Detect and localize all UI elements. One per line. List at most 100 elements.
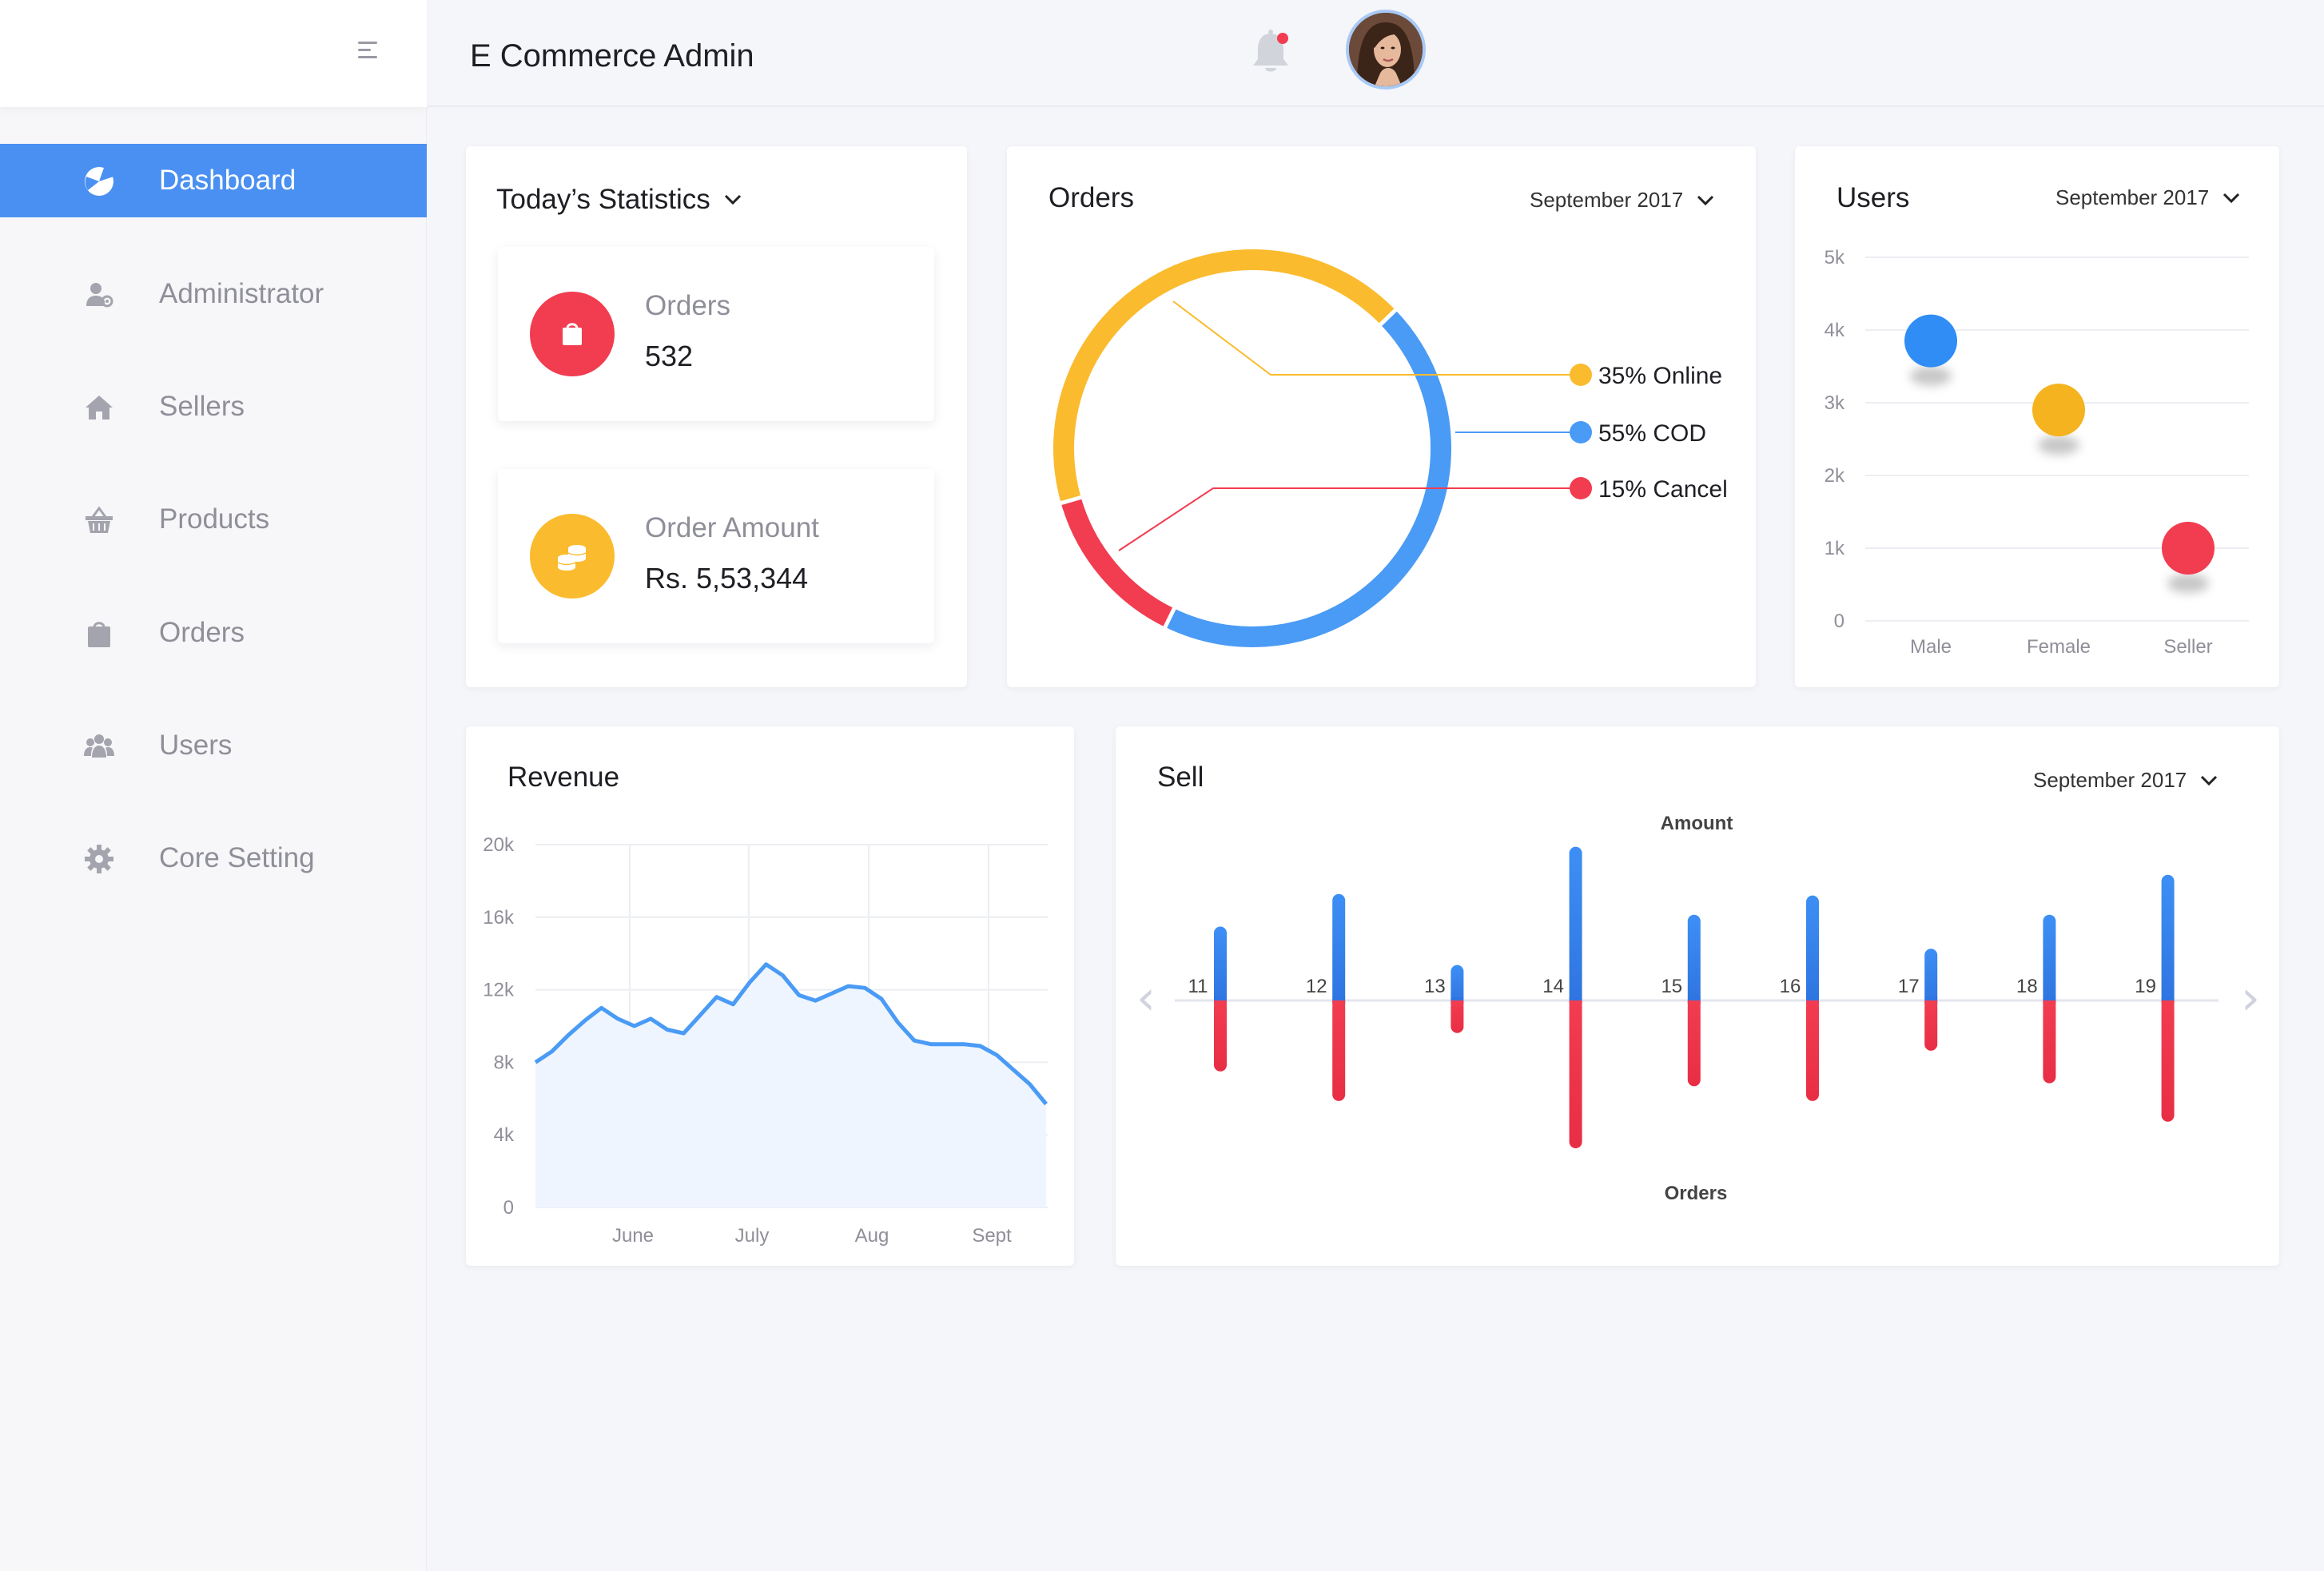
donut-slice xyxy=(1053,249,1396,503)
statistics-dropdown[interactable]: Today’s Statistics xyxy=(496,184,742,216)
donut-slice xyxy=(1061,497,1175,627)
x-tick-label: Seller xyxy=(2163,636,2212,658)
x-tick-label: 17 xyxy=(1898,976,1920,997)
legend-label: 55% COD xyxy=(1598,420,1706,447)
sidebar-item-administrator[interactable]: Administrator xyxy=(0,257,427,331)
x-tick-label: Male xyxy=(1910,636,1952,658)
y-tick-label: 3k xyxy=(1825,392,1845,414)
users-period-dropdown[interactable]: September 2017 xyxy=(2055,185,2241,210)
sell-chart-title: Sell xyxy=(1157,762,1204,793)
orders-stat: Orders 532 xyxy=(498,247,934,421)
y-tick-label: 20k xyxy=(483,834,515,856)
dashboard-icon xyxy=(83,165,115,197)
sidebar-item-core-setting[interactable]: Core Setting xyxy=(0,821,427,895)
y-tick-label: 2k xyxy=(1825,465,1845,487)
legend-leader-line xyxy=(1172,300,1581,376)
amount-bar xyxy=(1214,926,1227,1004)
amount-bar xyxy=(1451,964,1464,1004)
y-tick-label: 0 xyxy=(1834,611,1844,632)
gear-icon xyxy=(83,843,115,875)
chevron-down-icon xyxy=(2199,774,2219,787)
x-tick-label: Aug xyxy=(855,1225,889,1247)
x-tick-label: 15 xyxy=(1661,976,1682,997)
sidebar-item-label: Orders xyxy=(159,617,245,648)
y-tick-label: 1k xyxy=(1825,538,1845,559)
orders-bar xyxy=(1687,1000,1701,1087)
statistics-card: Today’s Statistics Orders 532 Order Amou… xyxy=(466,146,967,687)
administrator-icon xyxy=(83,279,115,311)
sidebar-item-dashboard[interactable]: Dashboard xyxy=(0,144,427,217)
sidebar-item-products[interactable]: Products xyxy=(0,483,427,556)
chevron-down-icon xyxy=(2222,192,2241,205)
period-label: September 2017 xyxy=(2033,768,2187,792)
amount-bar xyxy=(1332,893,1346,1004)
chevron-right-icon[interactable]: › xyxy=(2241,970,2260,1026)
orders-bar xyxy=(1924,1000,1938,1051)
home-icon xyxy=(83,392,115,424)
orders-bar xyxy=(2043,1000,2056,1084)
stat-value: Rs. 5,53,344 xyxy=(645,562,809,595)
sidebar-item-orders[interactable]: Orders xyxy=(0,596,427,670)
sell-bar-chart: Amount Orders 11 12 13 14 15 16 17 18 19 xyxy=(1175,813,2219,1204)
area-fill xyxy=(535,964,1046,1207)
chevron-left-icon[interactable]: ‹ xyxy=(1136,970,1156,1026)
top-header: E Commerce Admin xyxy=(428,0,2324,107)
menu-icon[interactable] xyxy=(358,40,382,61)
orders-bar xyxy=(2161,1000,2175,1122)
revenue-area-chart: 0 4k 8k 12k 16k 20k June July Aug Sept xyxy=(483,834,1048,1247)
x-tick-label: June xyxy=(612,1225,654,1247)
orders-chart-title: Orders xyxy=(1049,182,1134,213)
sell-chart-card: Sell September 2017 ‹ › Amount Orders 11 12… xyxy=(1116,726,2279,1266)
amount-bar xyxy=(2161,874,2175,1004)
x-tick-label: 18 xyxy=(2016,976,2038,997)
amount-bar xyxy=(1924,949,1938,1004)
orders-bar xyxy=(1569,1000,1582,1148)
legend-dot xyxy=(1570,364,1592,386)
bell-icon[interactable] xyxy=(1248,27,1294,78)
orders-bar xyxy=(1806,1000,1819,1101)
sidebar-item-label: Sellers xyxy=(159,391,245,422)
legend-dot xyxy=(1570,477,1592,499)
sidebar-item-label: Products xyxy=(159,503,270,535)
sidebar-item-label: Administrator xyxy=(159,278,324,309)
legend-label: 35% Online xyxy=(1598,363,1722,389)
users-chart-card: Users September 2017 0 1k 2k 3k 4k 5k Male Fema… xyxy=(1795,146,2279,687)
y-tick-label: 4k xyxy=(494,1124,515,1146)
sidebar-item-sellers[interactable]: Sellers xyxy=(0,370,427,443)
amount-bar xyxy=(1806,895,1819,1004)
x-tick-label: 13 xyxy=(1424,976,1446,997)
sidebar-item-label: Users xyxy=(159,730,233,761)
period-label: September 2017 xyxy=(2055,185,2210,209)
revenue-chart-card: Revenue 0 4k 8k 12k 16k 20k June July Aug Sept xyxy=(466,726,1074,1266)
shopping-bag-icon xyxy=(530,292,615,376)
y-tick-label: 4k xyxy=(1825,320,1845,341)
sidebar-header xyxy=(0,0,427,107)
y-tick-label: 12k xyxy=(483,980,515,1001)
orders-bar xyxy=(1332,1000,1346,1101)
point-shadow xyxy=(2167,574,2209,593)
scatter-point xyxy=(2032,384,2085,437)
x-tick-label: 19 xyxy=(2135,976,2156,997)
stat-label: Order Amount xyxy=(645,512,819,543)
scatter-point xyxy=(1904,314,1957,368)
revenue-chart-title: Revenue xyxy=(507,762,620,793)
x-tick-label: Female xyxy=(2027,636,2091,658)
legend-label: 15% Cancel xyxy=(1598,476,1728,503)
orders-chart-card: Orders September 2017 35% Online 55% COD 1… xyxy=(1007,146,1756,687)
revenue-line xyxy=(534,962,1048,1106)
order-amount-stat: Order Amount Rs. 5,53,344 xyxy=(498,469,934,643)
chevron-down-icon xyxy=(723,193,742,206)
sell-period-dropdown[interactable]: September 2017 xyxy=(2033,768,2219,793)
amount-axis-label: Amount xyxy=(1661,813,1733,834)
scatter-point xyxy=(2162,522,2215,575)
user-avatar[interactable] xyxy=(1346,10,1426,89)
coins-icon xyxy=(530,514,615,599)
stat-value: 532 xyxy=(645,340,694,372)
x-tick-label: 16 xyxy=(1780,976,1801,997)
legend-leader-line xyxy=(1118,487,1581,551)
app-title: E Commerce Admin xyxy=(470,38,754,74)
users-chart-title: Users xyxy=(1837,182,1910,213)
sidebar-item-users[interactable]: Users xyxy=(0,709,427,782)
point-shadow xyxy=(2038,436,2079,455)
orders-period-dropdown[interactable]: September 2017 xyxy=(1530,188,1715,213)
